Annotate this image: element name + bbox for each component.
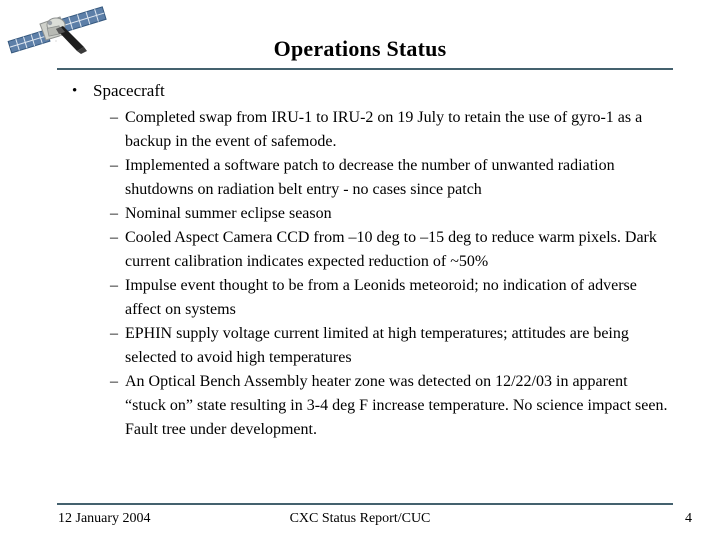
sub-bullet-text: EPHIN supply voltage current limited at …: [125, 325, 629, 366]
dash-marker: –: [110, 109, 118, 126]
sub-bullet-text: Impulse event thought to be from a Leoni…: [125, 277, 637, 318]
sub-bullet-list: – Completed swap from IRU-1 to IRU-2 on …: [72, 106, 672, 442]
sub-bullet-text: An Optical Bench Assembly heater zone wa…: [125, 373, 668, 438]
footer-date: 12 January 2004: [58, 511, 151, 526]
chandra-spacecraft-logo: [7, 6, 107, 54]
dash-marker: –: [110, 277, 118, 294]
sub-bullet-text: Cooled Aspect Camera CCD from –10 deg to…: [125, 229, 657, 270]
dash-marker: –: [110, 373, 118, 390]
solar-panel-left: [7, 29, 51, 54]
sub-bullet-item: – EPHIN supply voltage current limited a…: [110, 322, 672, 370]
sub-bullet-text: Nominal summer eclipse season: [125, 205, 332, 222]
main-bullet-label: Spacecraft: [93, 81, 165, 100]
dash-marker: –: [110, 325, 118, 342]
sub-bullet-item: – Cooled Aspect Camera CCD from –10 deg …: [110, 226, 672, 274]
footer-title: CXC Status Report/CUC: [289, 511, 431, 526]
spacecraft-body: [39, 16, 67, 41]
footer-divider: [57, 503, 673, 505]
dash-marker: –: [110, 229, 118, 246]
bullet-marker: •: [72, 83, 78, 99]
main-bullet-row: • Spacecraft: [72, 80, 672, 102]
sub-bullet-item: – Completed swap from IRU-1 to IRU-2 on …: [110, 106, 672, 154]
sub-bullet-text: Implemented a software patch to decrease…: [125, 157, 615, 198]
slide-title: Operations Status: [273, 36, 447, 61]
dash-marker: –: [110, 205, 118, 222]
sub-bullet-item: – Implemented a software patch to decrea…: [110, 154, 672, 202]
solar-panel-right: [59, 6, 107, 33]
title-divider: [57, 68, 673, 70]
slide-body: • Spacecraft – Completed swap from IRU-1…: [72, 80, 672, 442]
sub-bullet-item: – An Optical Bench Assembly heater zone …: [110, 370, 672, 442]
sub-bullet-item: – Nominal summer eclipse season: [110, 202, 672, 226]
telescope-tube: [55, 26, 87, 54]
footer-page-number: 4: [685, 511, 692, 526]
sub-bullet-text: Completed swap from IRU-1 to IRU-2 on 19…: [125, 109, 643, 150]
dash-marker: –: [110, 157, 118, 174]
sub-bullet-item: – Impulse event thought to be from a Leo…: [110, 274, 672, 322]
